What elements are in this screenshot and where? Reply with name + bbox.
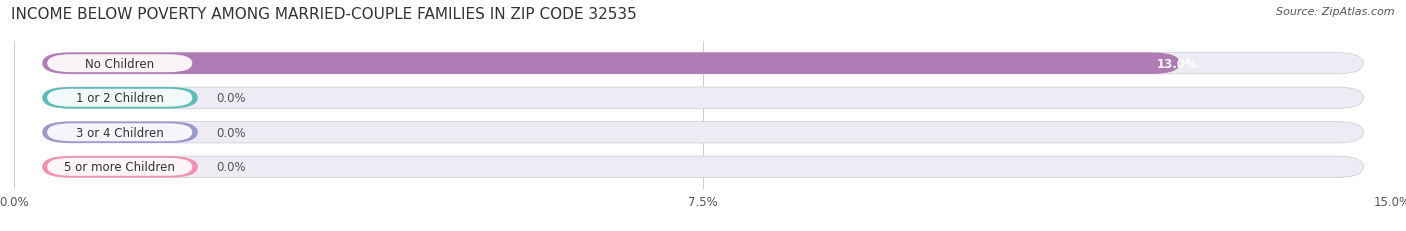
Text: 0.0%: 0.0% (217, 161, 246, 173)
FancyBboxPatch shape (48, 124, 193, 142)
Text: 13.0%: 13.0% (1157, 58, 1197, 70)
FancyBboxPatch shape (42, 122, 1364, 143)
Text: No Children: No Children (86, 58, 155, 70)
Text: 5 or more Children: 5 or more Children (65, 161, 176, 173)
Text: 3 or 4 Children: 3 or 4 Children (76, 126, 163, 139)
Text: 0.0%: 0.0% (217, 92, 246, 105)
Text: Source: ZipAtlas.com: Source: ZipAtlas.com (1277, 7, 1395, 17)
Text: INCOME BELOW POVERTY AMONG MARRIED-COUPLE FAMILIES IN ZIP CODE 32535: INCOME BELOW POVERTY AMONG MARRIED-COUPL… (11, 7, 637, 22)
FancyBboxPatch shape (42, 156, 1364, 178)
Text: 1 or 2 Children: 1 or 2 Children (76, 92, 163, 105)
FancyBboxPatch shape (42, 53, 1364, 75)
FancyBboxPatch shape (42, 122, 198, 143)
FancyBboxPatch shape (42, 88, 1364, 109)
FancyBboxPatch shape (42, 53, 1180, 75)
FancyBboxPatch shape (42, 156, 198, 178)
FancyBboxPatch shape (48, 55, 193, 73)
FancyBboxPatch shape (48, 89, 193, 107)
FancyBboxPatch shape (48, 158, 193, 176)
FancyBboxPatch shape (42, 88, 198, 109)
Text: 0.0%: 0.0% (217, 126, 246, 139)
